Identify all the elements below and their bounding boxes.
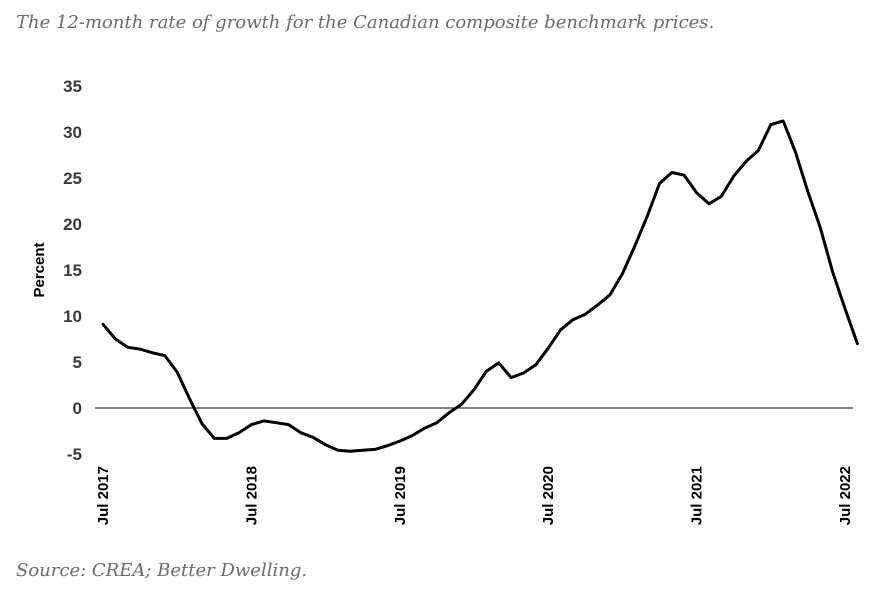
y-tick-label: 35 [63, 77, 82, 96]
y-tick-label: 0 [73, 399, 82, 418]
series-line [101, 119, 859, 453]
y-tick-label: 30 [63, 123, 82, 142]
x-tick-label: Jul 2021 [689, 466, 706, 525]
x-tick-label: Jul 2022 [837, 466, 854, 525]
x-axis-ticks: Jul 2017 Jul 2018 Jul 2019 Jul 2020 Jul 2021… [95, 466, 854, 525]
chart-caption: The 12-month rate of growth for the Cana… [16, 12, 715, 33]
x-tick-label: Jul 2018 [243, 466, 260, 525]
y-tick-label: 5 [73, 353, 82, 372]
x-tick-label: Jul 2017 [95, 466, 112, 525]
source-note: Source: CREA; Better Dwelling. [16, 560, 308, 581]
y-tick-label: 15 [63, 261, 82, 280]
y-axis-label: Percent [31, 242, 48, 297]
y-tick-label: 20 [63, 215, 82, 234]
y-tick-label: 25 [63, 169, 82, 188]
series-layer [101, 119, 859, 453]
y-tick-label: -5 [67, 445, 82, 464]
y-tick-label: 10 [63, 307, 82, 326]
x-tick-label: Jul 2019 [392, 466, 409, 525]
y-axis-ticks: -5 0 5 10 15 20 25 30 35 [63, 77, 82, 464]
x-tick-label: Jul 2020 [540, 466, 557, 525]
